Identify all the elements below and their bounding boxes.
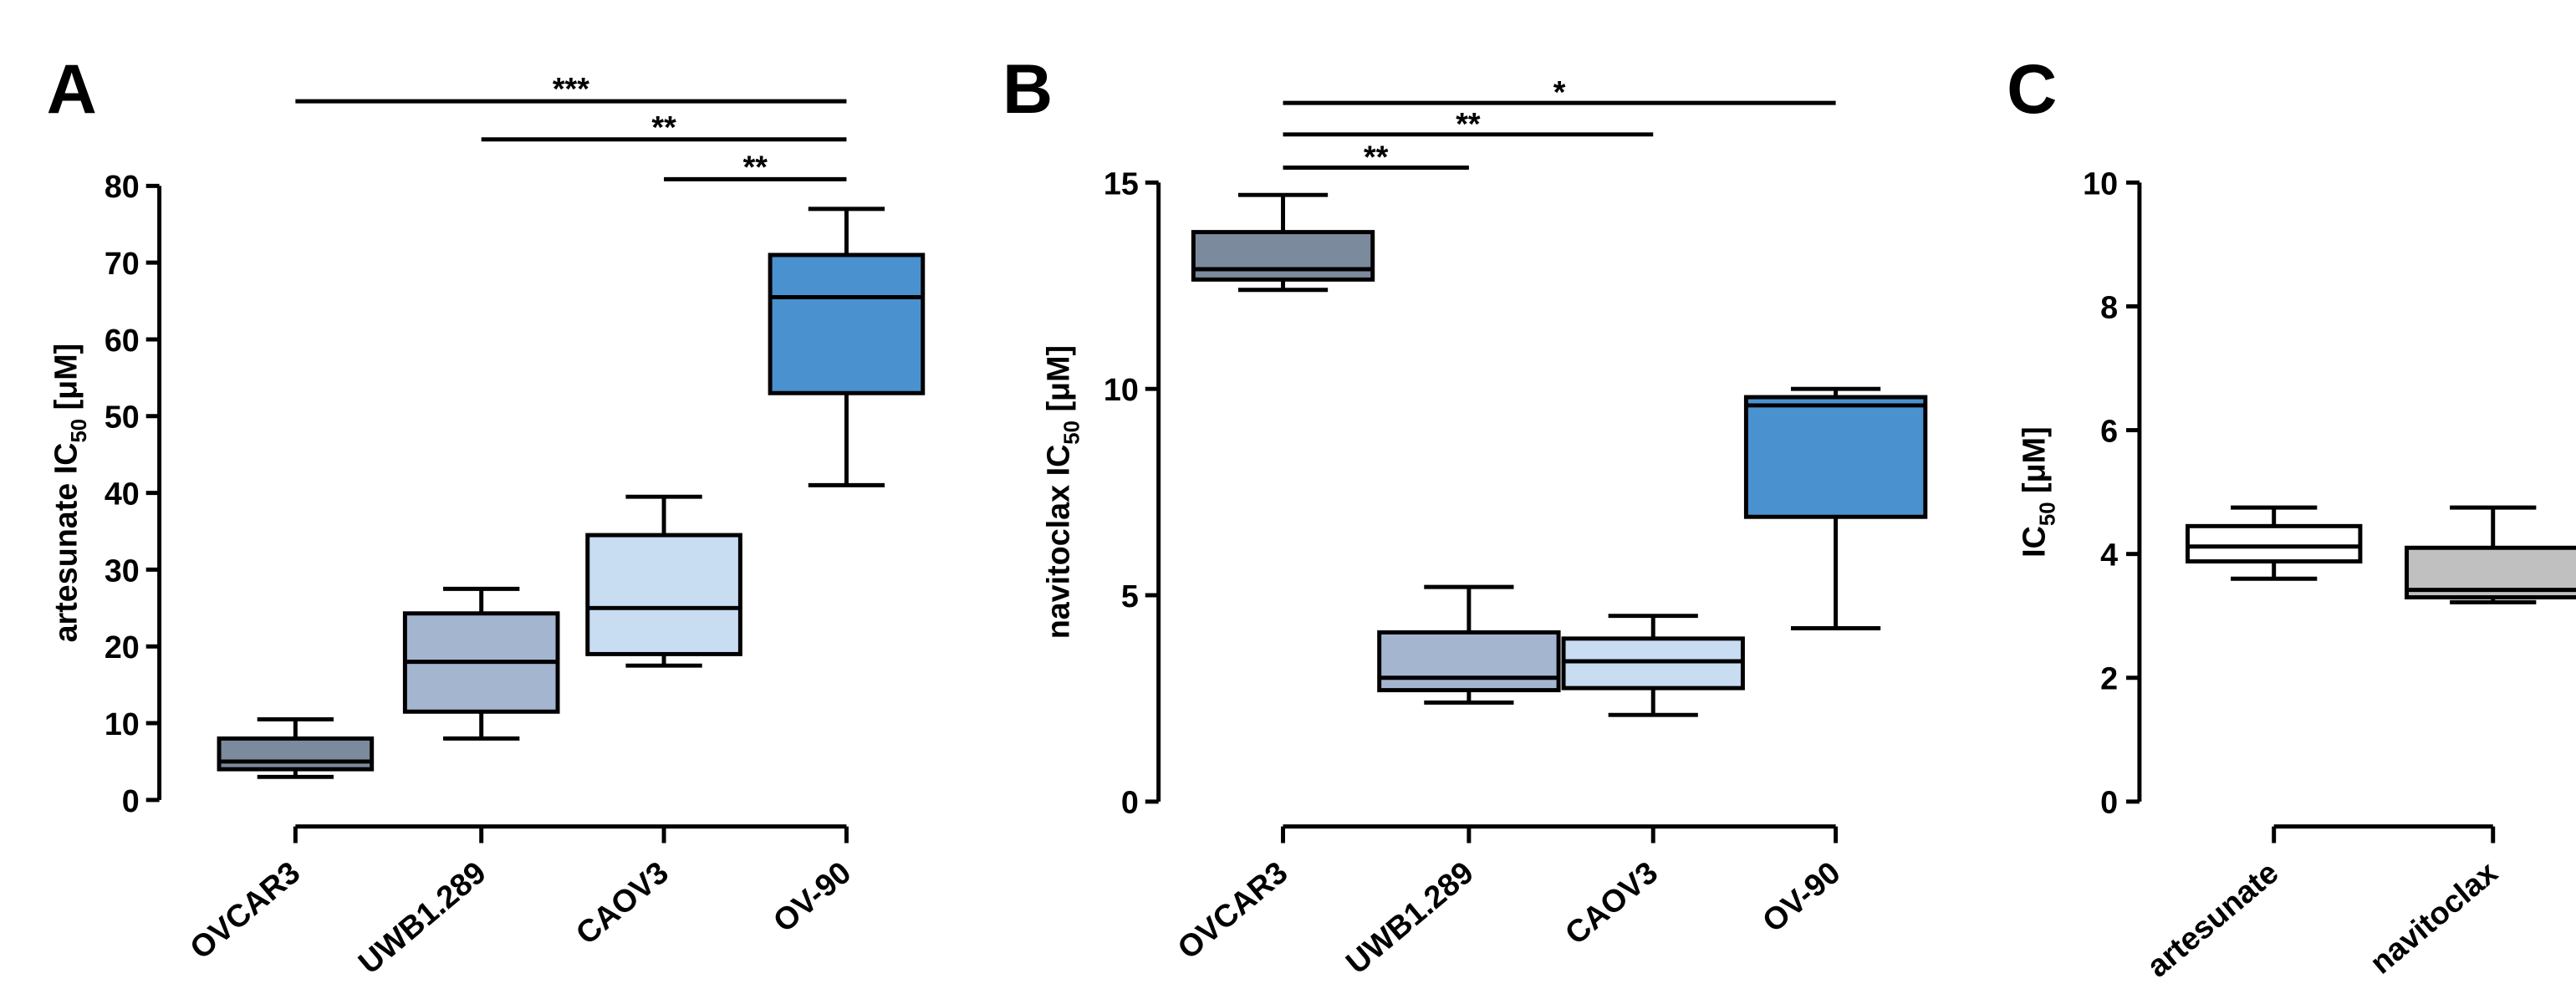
y-axis-title-subscript: 50 <box>1060 421 1084 445</box>
y-tick-label: 2 <box>2100 661 2118 696</box>
y-tick-label: 10 <box>2083 166 2118 201</box>
panel-C: C 0 2 4 6 8 10 IC50 [μM] artesunate navitoclax <box>2007 50 2576 984</box>
y-tick-label: 10 <box>1104 372 1139 407</box>
box-iqr <box>585 533 742 656</box>
significance-label: ** <box>651 110 676 145</box>
y-tick-label: 15 <box>1104 166 1139 201</box>
box-CAOV3 <box>1561 614 1745 717</box>
panel-letter: C <box>2007 50 2057 128</box>
y-axis-title-unit: [μM] <box>48 344 83 419</box>
y-tick-label: 6 <box>2100 413 2118 448</box>
x-category-label: navitoclax <box>2364 854 2504 981</box>
x-category-label: OV-90 <box>767 854 858 939</box>
y-tick-label: 0 <box>2100 785 2118 820</box>
x-category-label: CAOV3 <box>1558 854 1665 951</box>
y-axis-title-unit: [μM] <box>2017 426 2052 502</box>
y-tick-label: 40 <box>105 476 140 511</box>
significance-label: * <box>1553 74 1566 110</box>
box-artesunate <box>2185 505 2363 581</box>
y-axis-title: navitoclax IC50 [μM] <box>1040 345 1084 639</box>
y-tick-label: 0 <box>122 783 140 818</box>
y-axis-title-main: artesunate IC <box>48 443 83 643</box>
y-tick-label: 10 <box>105 706 140 742</box>
box-iqr <box>768 252 926 395</box>
y-axis-title: artesunate IC50 [μM] <box>48 344 91 643</box>
box-OV-90 <box>1743 386 1928 630</box>
box-UWB1.289 <box>402 586 560 741</box>
x-category-label: UWB1.289 <box>1339 854 1480 981</box>
x-category-label: OV-90 <box>1756 854 1847 939</box>
y-axis-title: IC50 [μM] <box>2017 426 2060 557</box>
box-iqr <box>1191 230 1375 282</box>
box-OVCAR3 <box>1191 192 1375 293</box>
panel-letter: A <box>47 50 97 128</box>
y-tick-label: 5 <box>1121 579 1139 614</box>
box-OVCAR3 <box>217 716 375 779</box>
x-category-label: OVCAR3 <box>1171 854 1293 966</box>
y-tick-label: 8 <box>2100 289 2118 324</box>
y-tick-label: 70 <box>105 246 140 281</box>
y-tick-label: 20 <box>105 630 140 665</box>
x-category-label: artesunate <box>2140 854 2285 984</box>
box-iqr <box>1377 630 1561 693</box>
box-navitoclax <box>2405 505 2576 604</box>
y-tick-label: 30 <box>105 553 140 588</box>
panel-letter: B <box>1002 50 1053 128</box>
box-UWB1.289 <box>1377 584 1561 705</box>
y-axis-title-main: IC <box>2017 526 2052 558</box>
x-category-label: UWB1.289 <box>352 854 492 981</box>
y-axis-title-subscript: 50 <box>68 419 91 443</box>
significance-label: ** <box>743 149 768 184</box>
y-axis-title-subscript: 50 <box>2037 502 2060 526</box>
x-category-label: CAOV3 <box>569 854 676 951</box>
x-category-label: OVCAR3 <box>183 854 306 966</box>
significance-label: ** <box>1456 106 1481 141</box>
y-axis-title-unit: [μM] <box>1040 345 1075 421</box>
y-tick-label: 60 <box>105 323 140 358</box>
box-OV-90 <box>768 206 926 487</box>
y-tick-label: 50 <box>105 400 140 435</box>
y-tick-label: 80 <box>105 169 140 204</box>
panel-B: B 0 5 10 15 navitoclax IC50 [μM] OVCAR3 UWB1.28… <box>1002 50 1928 981</box>
box-iqr <box>217 736 375 772</box>
significance-label: *** <box>553 71 589 106</box>
y-axis-title-main: navitoclax IC <box>1040 445 1075 640</box>
box-iqr <box>2185 523 2363 564</box>
y-tick-label: 0 <box>1121 785 1139 820</box>
y-tick-label: 4 <box>2100 538 2118 573</box>
significance-label: ** <box>1364 140 1389 175</box>
box-CAOV3 <box>585 494 742 668</box>
box-iqr <box>1743 395 1928 519</box>
